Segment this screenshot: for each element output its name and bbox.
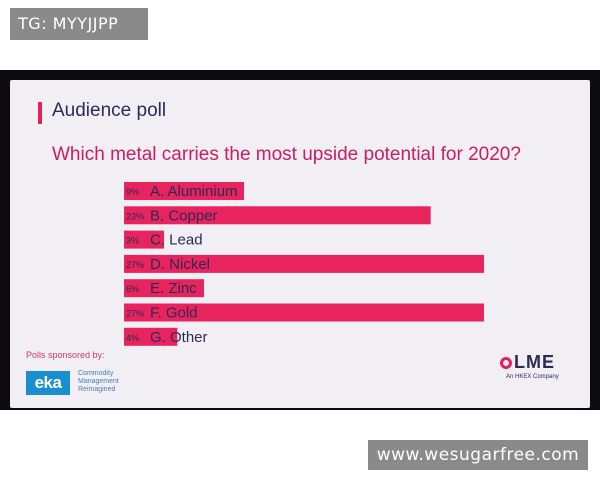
poll-bar-value-label: 3% bbox=[126, 236, 139, 246]
poll-bar bbox=[124, 303, 484, 322]
watermark-top: TG: MYYJJPP bbox=[10, 8, 148, 40]
eka-tagline-line: Management bbox=[78, 378, 119, 385]
poll-bar bbox=[124, 254, 484, 273]
poll-bar-category-label: D. Nickel bbox=[150, 256, 210, 273]
poll-bar-category-label: A. Aluminium bbox=[150, 183, 238, 200]
poll-slide: Audience poll Which metal carries the mo… bbox=[10, 80, 590, 408]
eka-logo: eka bbox=[26, 371, 70, 395]
poll-bar-value-label: 4% bbox=[126, 333, 139, 343]
eka-tagline: Commodity Management Reimagined bbox=[78, 370, 148, 394]
lme-subtitle: An HKEX Company bbox=[506, 374, 559, 380]
poll-bar-value-label: 6% bbox=[126, 284, 139, 294]
poll-bar bbox=[124, 230, 164, 249]
poll-bar-value-label: 27% bbox=[126, 309, 144, 319]
poll-question: Which metal carries the most upside pote… bbox=[52, 144, 521, 165]
poll-bar bbox=[124, 327, 178, 346]
poll-bar-category-label: E. Zinc bbox=[150, 280, 197, 297]
watermark-bottom: www.wesugarfree.com bbox=[368, 440, 588, 470]
poll-bar bbox=[124, 182, 244, 200]
poll-bar-value-label: 9% bbox=[126, 187, 139, 197]
poll-bar bbox=[124, 206, 431, 225]
poll-bar-value-label: 23% bbox=[126, 211, 144, 221]
lme-logo-text: LME bbox=[514, 352, 555, 372]
sponsor-label: Polls sponsored by: bbox=[26, 350, 105, 360]
poll-bar-category-label: C. Lead bbox=[150, 232, 203, 249]
lme-ring-icon bbox=[500, 357, 512, 369]
poll-bar-chart: 9% A. Aluminium 23% B. Copper 3% C. Lead 27% D.… bbox=[124, 182, 484, 346]
poll-bar-category-label: G. Other bbox=[150, 329, 208, 346]
eka-tagline-line: Commodity bbox=[78, 370, 114, 377]
section-accent-bar bbox=[38, 102, 42, 124]
poll-bar-value-label: 27% bbox=[126, 260, 144, 270]
poll-bar-category-label: B. Copper bbox=[150, 207, 218, 224]
lme-logo: LME bbox=[500, 352, 555, 373]
eka-tagline-line: Reimagined bbox=[78, 386, 116, 393]
section-title: Audience poll bbox=[52, 100, 167, 121]
poll-bar-category-label: F. Gold bbox=[150, 305, 198, 322]
poll-bar bbox=[124, 279, 204, 298]
